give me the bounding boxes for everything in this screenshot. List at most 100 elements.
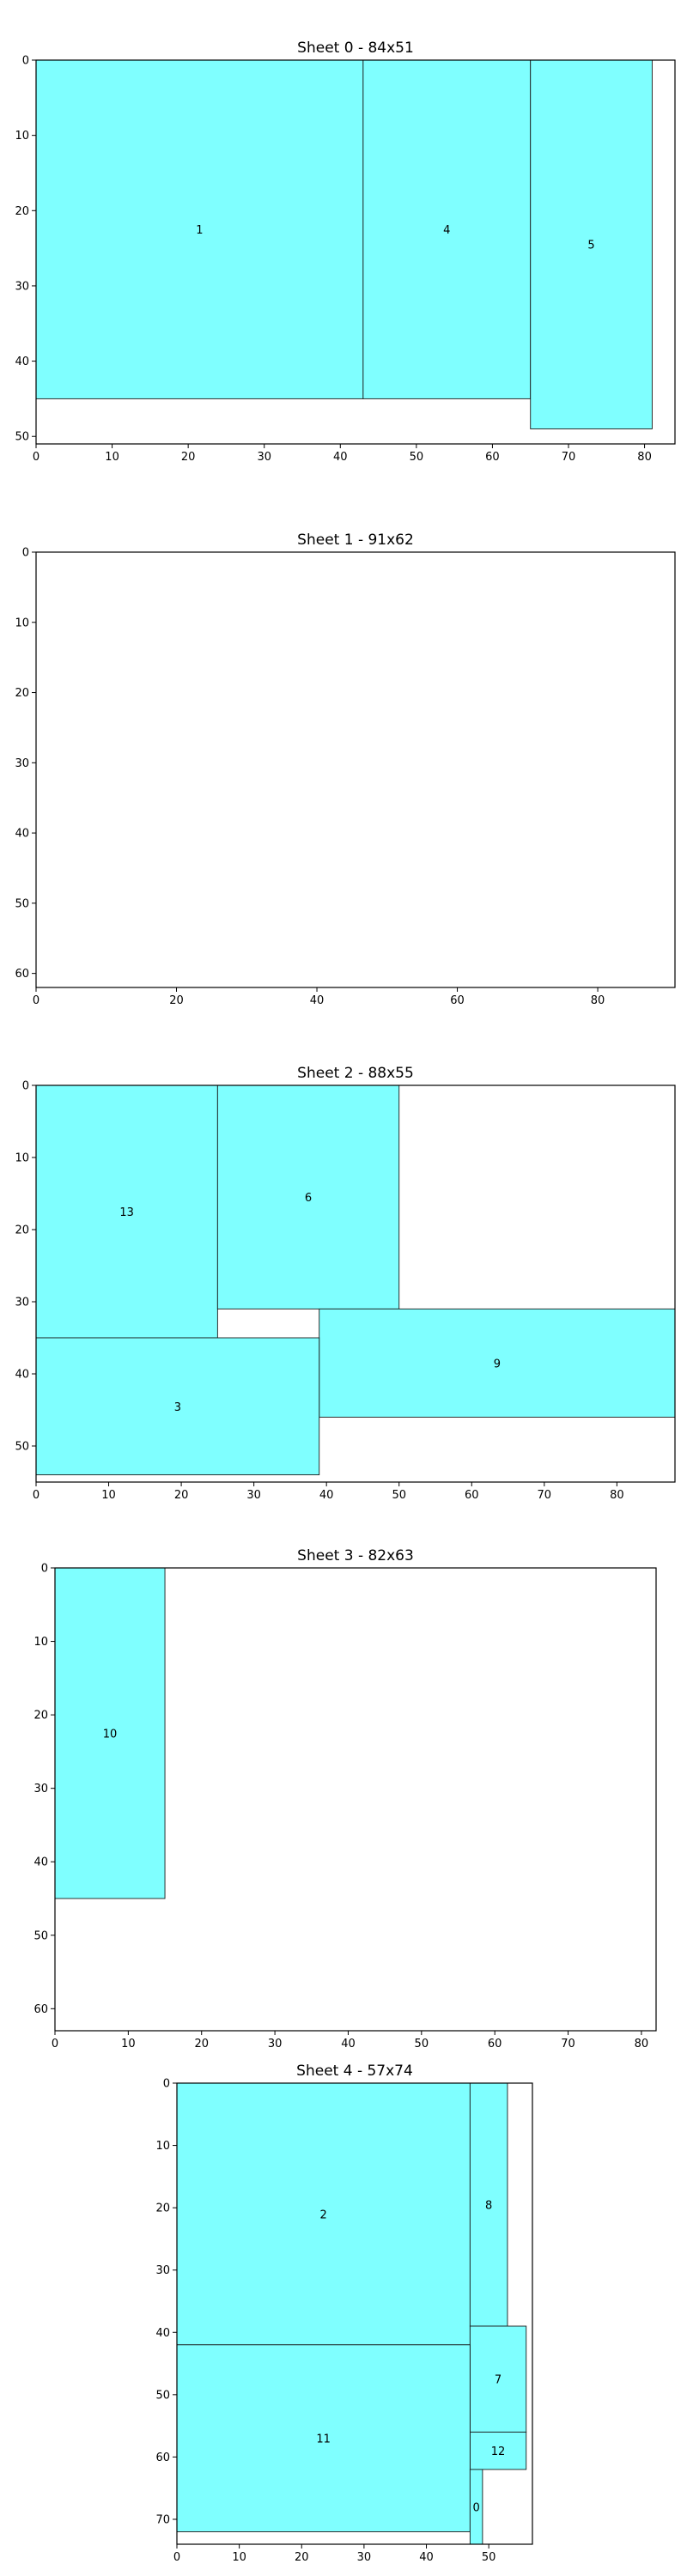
y-tick-label: 10 [15,617,29,629]
x-tick-label: 80 [637,451,652,464]
y-tick-label: 50 [15,897,29,910]
x-tick-label: 10 [232,2551,246,2564]
x-tick-label: 40 [310,994,325,1007]
y-tick-label: 0 [22,547,29,560]
y-tick-label: 0 [22,1080,29,1093]
y-tick-label: 50 [15,1441,29,1454]
x-tick-label: 20 [194,2038,209,2050]
sheet-title: Sheet 2 - 88x55 [297,1065,414,1082]
y-tick-label: 40 [15,828,29,841]
x-tick-label: 40 [341,2038,356,2050]
x-tick-label: 0 [33,451,40,464]
piece-label: 6 [305,1192,312,1205]
x-tick-label: 10 [101,1489,116,1502]
x-tick-label: 80 [610,1489,624,1502]
x-tick-label: 50 [415,2038,429,2050]
piece-11 [176,2344,471,2532]
y-tick-label: 0 [163,2078,170,2091]
x-tick-label: 0 [33,1489,40,1502]
y-tick-label: 20 [33,1710,48,1722]
y-tick-label: 40 [15,355,29,368]
piece-label: 9 [494,1358,501,1370]
x-tick-label: 70 [562,451,576,464]
y-tick-label: 10 [15,130,29,143]
x-tick-label: 60 [485,451,500,464]
piece-label: 12 [491,2445,506,2458]
y-tick-label: 50 [15,431,29,444]
sheet-3: Sheet 3 - 82x63 10 0 10 20 30 40 50 60 70 80 0 10 20 3… [33,1547,657,2050]
piece-2 [176,2082,471,2346]
axes-frame [176,2082,533,2545]
x-tick-label: 30 [257,451,271,464]
y-tick-label: 20 [155,2202,170,2215]
x-tick-label: 20 [174,1489,189,1502]
x-tick-label: 30 [357,2551,372,2564]
y-tick-label: 60 [15,968,29,981]
x-tick-label: 60 [450,994,465,1007]
x-tick-label: 30 [246,1489,261,1502]
axes-frame [35,59,676,445]
x-tick-label: 20 [169,994,184,1007]
y-tick-label: 10 [33,1636,48,1649]
piece-1 [35,59,364,399]
x-tick-label: 0 [33,994,40,1007]
axes-frame [54,1567,657,2032]
x-tick-label: 40 [319,1489,334,1502]
y-tick-label: 30 [155,2264,170,2277]
piece-label: 10 [103,1728,118,1741]
piece-12 [469,2431,527,2470]
x-tick-label: 10 [105,451,119,464]
piece-label: 11 [316,2433,331,2446]
sheet-title: Sheet 0 - 84x51 [297,39,414,57]
piece-label: 5 [587,240,594,252]
y-tick-label: 10 [15,1152,29,1165]
x-tick-label: 60 [465,1489,479,1502]
y-tick-label: 0 [22,55,29,68]
y-tick-label: 30 [15,280,29,293]
piece-label: 1 [196,224,203,237]
x-tick-label: 50 [482,2551,496,2564]
piece-6 [216,1084,400,1309]
piece-8 [469,2082,508,2327]
piece-label: 13 [119,1206,134,1219]
axes-frame [35,551,676,988]
y-tick-label: 0 [41,1563,48,1576]
x-tick-label: 80 [635,2038,649,2050]
x-tick-label: 20 [181,451,196,464]
x-tick-label: 50 [410,451,424,464]
sheet-title: Sheet 1 - 91x62 [297,532,414,549]
piece-label: 8 [485,2200,492,2213]
y-tick-label: 70 [155,2513,170,2526]
x-tick-label: 40 [419,2551,434,2564]
piece-label: 3 [174,1401,181,1414]
sheet-title: Sheet 3 - 82x63 [297,1547,414,1564]
piece-10 [54,1567,166,1899]
piece-label: 2 [320,2208,327,2221]
sheet-4: Sheet 4 - 57x74 2 8 7 12 11 0 0 10 20 30 40 50 0 10 20 3… [155,2063,533,2564]
piece-label: 4 [443,224,450,237]
piece-3 [35,1337,320,1476]
y-tick-label: 20 [15,687,29,700]
x-tick-label: 70 [561,2038,575,2050]
piece-9 [319,1308,676,1418]
y-tick-label: 30 [15,757,29,770]
x-tick-label: 30 [268,2038,283,2050]
x-tick-label: 40 [333,451,348,464]
x-tick-label: 0 [173,2551,180,2564]
x-tick-label: 60 [488,2038,502,2050]
y-tick-label: 10 [155,2140,170,2153]
sheet-1: Sheet 1 - 91x62 0 20 40 60 80 0 10 20 30 40 50 60 [15,532,676,1007]
y-tick-label: 60 [33,2003,48,2016]
y-tick-label: 30 [33,1783,48,1795]
x-tick-label: 20 [295,2551,309,2564]
x-tick-label: 10 [121,2038,136,2050]
y-tick-label: 40 [15,1369,29,1382]
y-tick-label: 30 [15,1297,29,1309]
y-tick-label: 50 [155,2389,170,2402]
piece-label: 0 [472,2501,479,2514]
y-tick-label: 40 [33,1856,48,1869]
